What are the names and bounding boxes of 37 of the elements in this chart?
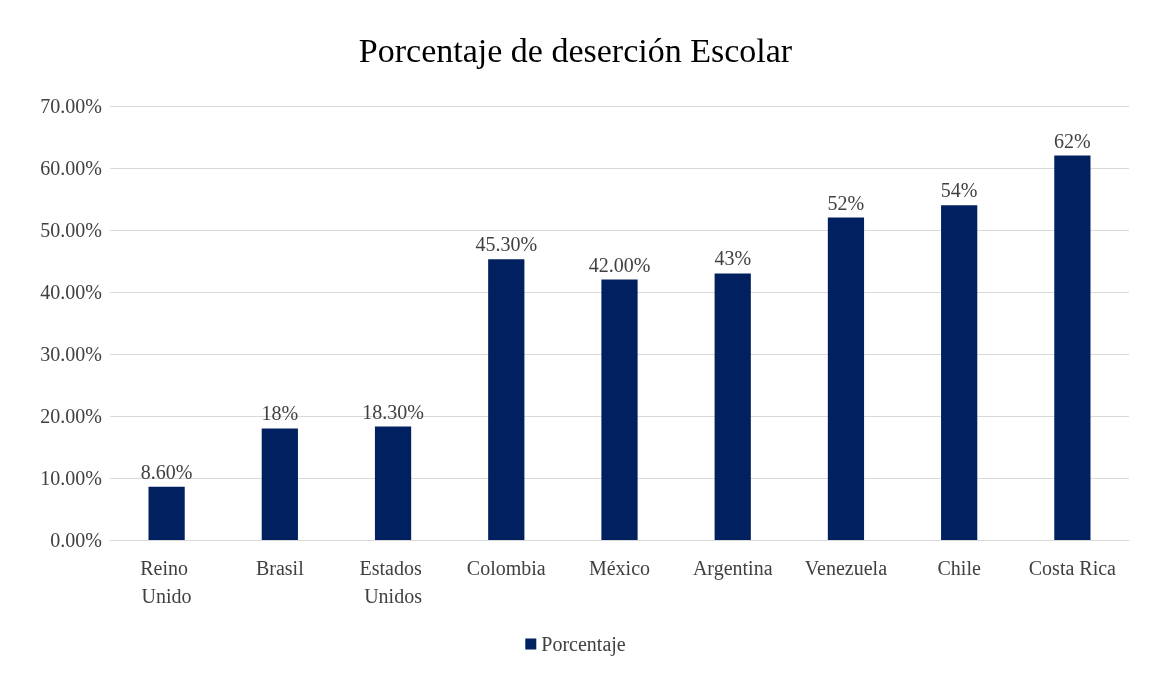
x-tick-label: Costa Rica [1028,557,1117,579]
legend-label: Porcentaje [541,633,626,656]
bar [601,279,638,540]
bar [148,486,185,540]
bar [261,428,298,540]
y-tick-label: 30.00% [40,343,102,365]
x-tick-label: Colombia [466,557,546,579]
x-tick-label: México [588,557,651,579]
y-tick-label: 40.00% [40,281,102,303]
x-tick-label: Reino Unido [140,557,193,607]
bar [488,259,525,540]
bar [827,217,865,540]
data-label: 43% [714,247,752,270]
y-tick-label: 50.00% [40,219,102,241]
x-tick-label: Estados Unidos [359,557,427,607]
data-label: 52% [827,191,865,214]
bar [374,426,412,540]
x-tick-label: Brasil [255,557,305,579]
chart-title: Porcentaje de deserción Escolar [358,31,793,69]
data-label: 62% [1054,129,1091,152]
data-label: 45.30% [475,233,538,256]
x-tick-label: Venezuela [804,557,888,579]
data-label: 18% [261,402,299,425]
data-label: 8.60% [140,460,193,483]
data-label: 54% [940,179,978,202]
y-tick-label: 20.00% [40,405,102,427]
x-tick-label: Argentina [692,557,773,580]
data-label: 18.30% [362,400,424,423]
y-tick-label: 10.00% [40,467,102,489]
y-tick-label: 70.00% [40,95,102,117]
bar [714,273,751,540]
y-tick-label: 0.00% [50,529,102,551]
data-label: 42.00% [588,253,651,276]
bar [941,205,978,540]
y-tick-label: 60.00% [40,157,102,179]
x-tick-label: Chile [937,557,981,579]
bar [1054,155,1091,540]
